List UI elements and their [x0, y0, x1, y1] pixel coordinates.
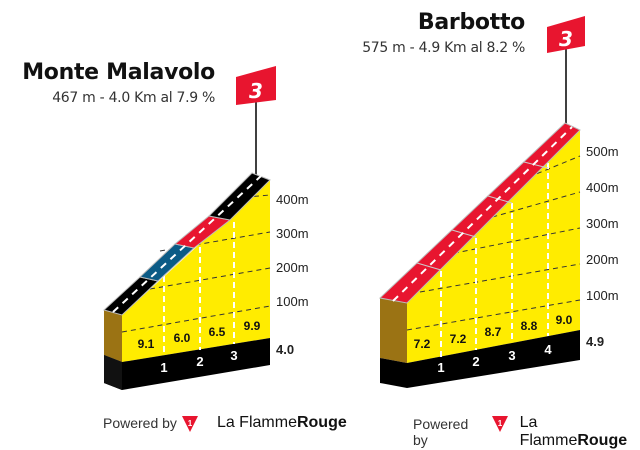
gradient-label: 8.7	[485, 325, 502, 339]
powered-by-footer-2: Powered by La FlammeRouge	[413, 414, 640, 450]
powered-by-label: Powered by	[103, 415, 177, 431]
gradient-label: 6.0	[174, 331, 191, 345]
altitude-label: 400m	[586, 180, 619, 195]
altitude-label: 200m	[276, 260, 309, 275]
climb-title-1: Monte Malavolo	[22, 60, 215, 85]
altitude-label: 100m	[276, 294, 309, 309]
climb-summary-2: 575 m - 4.9 Km al 8.2 %	[362, 40, 525, 56]
category-number: 3	[559, 27, 573, 51]
km-marker: 3	[508, 348, 515, 363]
gradient-label: 6.5	[209, 325, 226, 339]
altitude-label: 200m	[586, 252, 619, 267]
road	[378, 122, 581, 304]
climb-summary-1: 467 m - 4.0 Km al 7.9 %	[52, 90, 215, 106]
base-band	[104, 338, 270, 390]
gradient-label: 7.2	[414, 337, 431, 351]
profile-chart-2: 3 7.2 7.2 8.7 8.8	[378, 16, 619, 388]
gradient-label: 9.1	[138, 337, 155, 351]
total-distance-label: 4.0	[276, 342, 294, 357]
altitude-label: 300m	[586, 216, 619, 231]
category-flag-icon	[547, 16, 585, 53]
brand-name: La FlammeRouge	[519, 414, 628, 449]
svg-text:1: 1	[188, 419, 193, 428]
category-flag-icon	[236, 66, 276, 105]
powered-by-label: Powered by	[413, 416, 469, 448]
altitude-label: 500m	[586, 144, 619, 159]
base-band	[380, 330, 580, 388]
km-marker: 1	[437, 360, 444, 375]
altitude-label: 300m	[276, 226, 309, 241]
category-number: 3	[249, 79, 263, 103]
climb-title-2: Barbotto	[417, 10, 525, 35]
brand-logo-icon-2: 1	[492, 416, 508, 432]
km-marker: 4	[544, 342, 552, 357]
km-marker: 2	[472, 354, 479, 369]
side-wall	[104, 310, 122, 362]
altitude-label: 400m	[276, 192, 309, 207]
brand-name: La FlammeRouge	[216, 414, 347, 431]
svg-text:1: 1	[498, 419, 503, 428]
total-distance-label: 4.9	[586, 334, 604, 349]
gradient-label: 8.8	[521, 319, 538, 333]
profile-chart-1: 3 9.1	[102, 66, 309, 390]
profile-area	[407, 130, 580, 363]
gradient-label: 7.2	[450, 332, 467, 346]
gradient-label: 9.0	[556, 313, 573, 327]
profile-area	[122, 180, 270, 362]
km-marker: 1	[160, 360, 167, 375]
side-wall	[380, 298, 407, 363]
km-marker: 3	[230, 348, 237, 363]
km-marker: 2	[196, 354, 203, 369]
brand-logo-icon-1: 1	[182, 416, 198, 432]
powered-by-footer-1: Powered by La FlammeRouge	[103, 414, 347, 432]
gradient-label: 9.9	[244, 319, 261, 333]
altitude-label: 100m	[586, 288, 619, 303]
